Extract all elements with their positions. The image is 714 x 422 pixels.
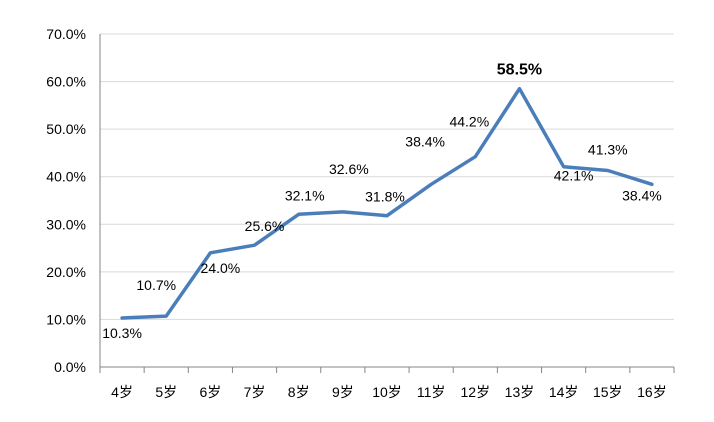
y-tick-label: 50.0%: [46, 121, 86, 137]
data-label: 42.1%: [554, 168, 594, 184]
x-tick-label: 8岁: [288, 384, 310, 400]
data-label: 25.6%: [245, 218, 285, 234]
y-tick-label: 30.0%: [46, 216, 86, 232]
y-tick-label: 40.0%: [46, 169, 86, 185]
x-tick-label: 15岁: [593, 384, 623, 400]
y-tick-label: 70.0%: [46, 26, 86, 42]
x-tick-label: 13岁: [505, 384, 535, 400]
x-tick-label: 11岁: [417, 384, 446, 400]
y-tick-label: 60.0%: [46, 74, 86, 90]
x-tick-label: 14岁: [549, 384, 579, 400]
series-line: [120, 86, 654, 320]
data-label: 32.1%: [285, 187, 325, 203]
data-label: 10.3%: [102, 325, 142, 341]
peak-data-label: 58.5%: [497, 62, 542, 79]
data-label: 10.7%: [136, 277, 176, 293]
data-labels: 10.3% 10.7% 24.0% 25.6%32.1%32.6% 31.8% 38.4%…: [102, 62, 662, 341]
y-tick-label: 0.0%: [54, 359, 86, 375]
data-label: 41.3%: [588, 142, 628, 158]
y-tick-label: 10.0%: [46, 311, 86, 327]
y-tick-label: 20.0%: [46, 264, 86, 280]
data-label: 24.0%: [201, 260, 241, 276]
x-tick-label: 10岁: [372, 384, 402, 400]
data-label: 38.4%: [622, 187, 662, 203]
x-tick-label: 7岁: [244, 384, 266, 400]
x-tick-label: 6岁: [199, 384, 221, 400]
x-axis: 4岁 5岁 6岁 7岁 8岁 9岁 10岁 11岁 12岁 13岁 14岁 15岁 16岁: [99, 366, 675, 400]
x-tick-label: 16岁: [637, 384, 667, 400]
data-label: 32.6%: [329, 161, 369, 177]
y-axis: 0.0% 10.0% 20.0% 30.0% 40.0% 50.0% 60.0% 70.0%: [46, 26, 101, 375]
data-label: 31.8%: [365, 189, 405, 205]
x-tick-label: 5岁: [155, 384, 177, 400]
x-tick-label: 12岁: [461, 384, 491, 400]
data-label: 44.2%: [449, 114, 489, 130]
x-tick-label: 4岁: [111, 384, 133, 400]
x-tick-label: 9岁: [332, 384, 354, 400]
data-label: 38.4%: [405, 133, 445, 149]
series: [120, 86, 654, 320]
